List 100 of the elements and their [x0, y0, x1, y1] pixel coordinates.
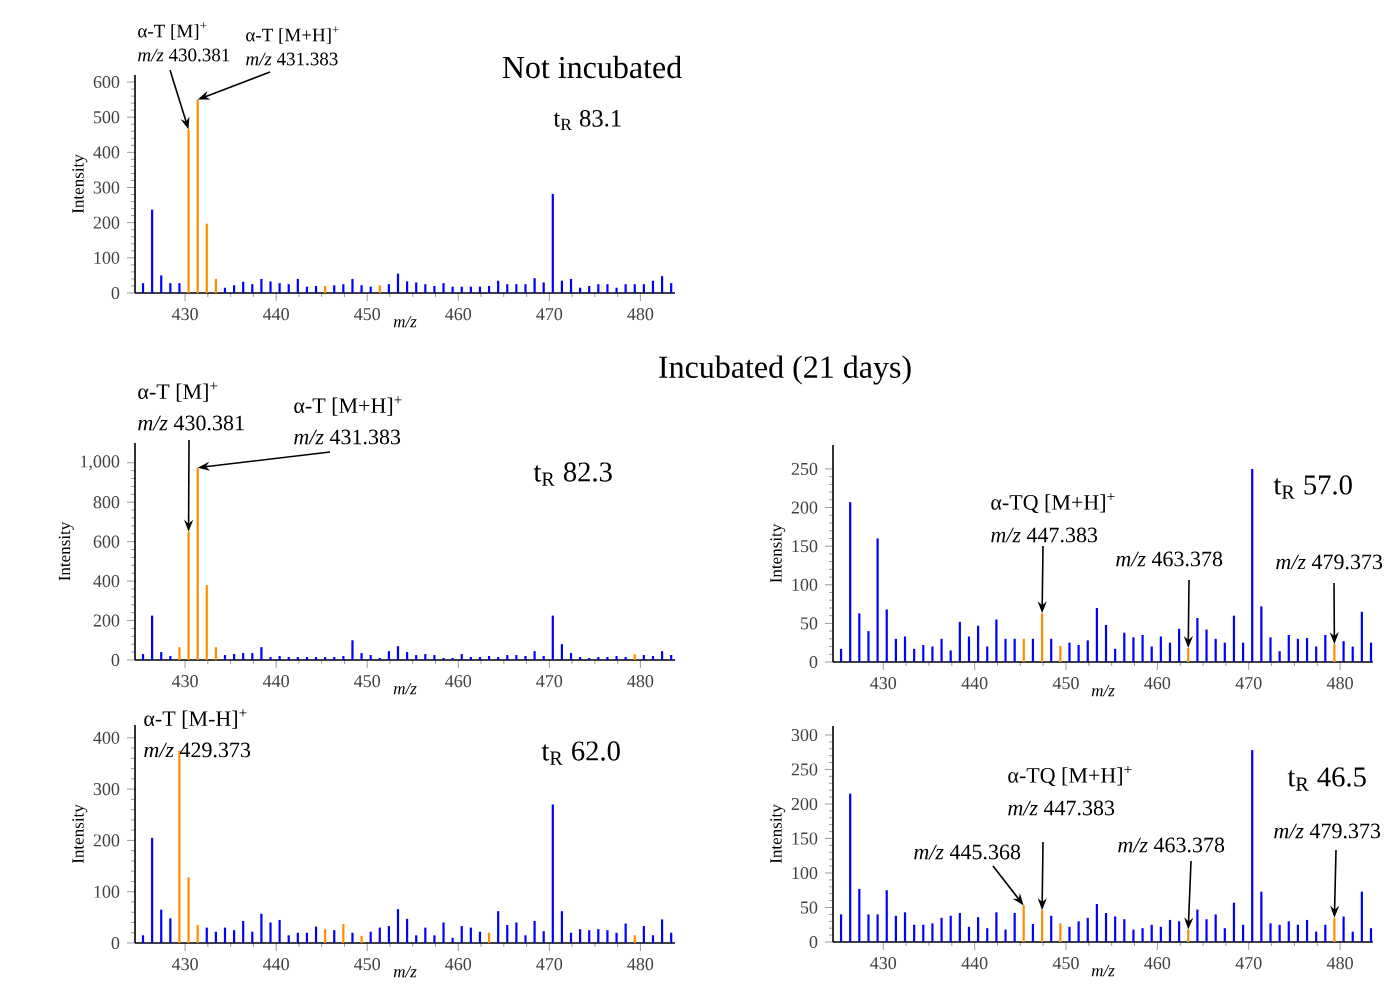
bar: [351, 640, 354, 660]
bar: [1077, 921, 1080, 942]
bar: [433, 285, 436, 293]
annotation: m/z 430.381: [138, 415, 244, 431]
bar: [515, 284, 518, 293]
bar: [651, 935, 655, 943]
bar: [903, 912, 907, 942]
x-axis-title: m/z: [393, 682, 417, 695]
bar: [977, 917, 980, 942]
bar: [940, 917, 943, 942]
x-tick-label: 430: [171, 308, 198, 321]
x-tick-label: 460: [1144, 957, 1171, 970]
bar: [314, 285, 318, 293]
annotation: t$_{R}$ 57.0: [1273, 475, 1352, 499]
bar: [387, 651, 390, 660]
bar: [1141, 634, 1144, 662]
bar: [1342, 641, 1345, 662]
y-tick-label: 600: [93, 535, 120, 548]
bar: [1251, 468, 1254, 662]
bar: [931, 923, 934, 942]
y-tick-label: 100: [792, 866, 818, 880]
bar: [460, 654, 463, 660]
bar: [660, 919, 664, 943]
x-axis-title: m/z: [393, 315, 417, 328]
bar: [487, 285, 491, 293]
bar: [151, 615, 154, 660]
annotation: m/z 447.383: [991, 527, 1098, 543]
x-tick-label: 430: [870, 957, 897, 970]
bar: [1278, 651, 1281, 662]
annotation: m/z 447.383: [1008, 800, 1115, 816]
bar: [333, 930, 336, 943]
bar: [160, 275, 163, 293]
bar: [351, 932, 354, 943]
bar: [260, 913, 263, 943]
annotation: t$_{R}$ 82.3: [533, 462, 612, 486]
bar: [160, 909, 163, 943]
bar: [1196, 617, 1199, 662]
annotation: α-T [M-H]$^{+}$: [144, 709, 247, 729]
bar: [958, 913, 961, 942]
y-axis-title: Intensity: [770, 523, 786, 583]
bar: [1269, 923, 1272, 942]
bar: [151, 209, 154, 293]
bar: [606, 657, 609, 660]
bar: [506, 284, 509, 293]
y-tick-label: 500: [93, 111, 120, 124]
y-tick-label: 50: [800, 617, 818, 630]
bar: [387, 284, 390, 293]
bar: [396, 909, 400, 943]
bar: [406, 918, 409, 943]
bar: [433, 655, 436, 660]
bar: [141, 654, 145, 660]
bar: [633, 935, 636, 943]
chart-title: Not incubated: [502, 55, 682, 79]
bar: [967, 926, 971, 942]
bar: [269, 281, 272, 293]
x-tick-label: 480: [627, 308, 654, 321]
bar: [223, 655, 227, 660]
bar: [1013, 913, 1016, 942]
bar: [569, 278, 573, 293]
bar: [178, 647, 181, 660]
bar: [876, 538, 879, 662]
x-tick-label: 470: [1235, 677, 1262, 690]
bar: [387, 926, 390, 943]
bar: [569, 653, 573, 660]
bar: [178, 750, 181, 943]
bar: [151, 837, 154, 943]
bar: [1232, 615, 1236, 662]
y-tick-label: 300: [93, 181, 120, 194]
x-tick-label: 450: [354, 675, 381, 688]
bar: [1104, 913, 1108, 942]
bar: [642, 284, 645, 293]
bar: [1223, 928, 1226, 942]
bar: [1324, 634, 1327, 662]
bar: [1232, 902, 1236, 942]
text: α-T [M]$^{+}$: [138, 22, 207, 40]
annotation: m/z 431.383: [294, 429, 401, 445]
bar: [460, 926, 463, 943]
bar: [396, 646, 400, 660]
y-axis-title: Intensity: [72, 154, 88, 214]
annotation: m/z 431.383: [246, 52, 338, 66]
bar: [1360, 611, 1363, 662]
bar: [433, 935, 436, 943]
bar: [324, 285, 327, 293]
bar: [615, 656, 618, 660]
bar: [305, 657, 309, 660]
bar: [615, 287, 618, 293]
bar: [885, 890, 888, 942]
bar: [415, 282, 418, 293]
bar: [1342, 916, 1345, 942]
bar: [1269, 637, 1272, 662]
bar: [977, 625, 980, 662]
bar: [1141, 928, 1144, 942]
bar: [551, 615, 554, 660]
y-tick-label: 400: [93, 146, 120, 159]
y-tick-label: 200: [791, 501, 818, 514]
bar: [931, 646, 934, 662]
x-tick-label: 440: [263, 308, 289, 321]
bar: [232, 285, 236, 293]
x-tick-label: 460: [445, 308, 472, 321]
bar: [1251, 750, 1254, 942]
